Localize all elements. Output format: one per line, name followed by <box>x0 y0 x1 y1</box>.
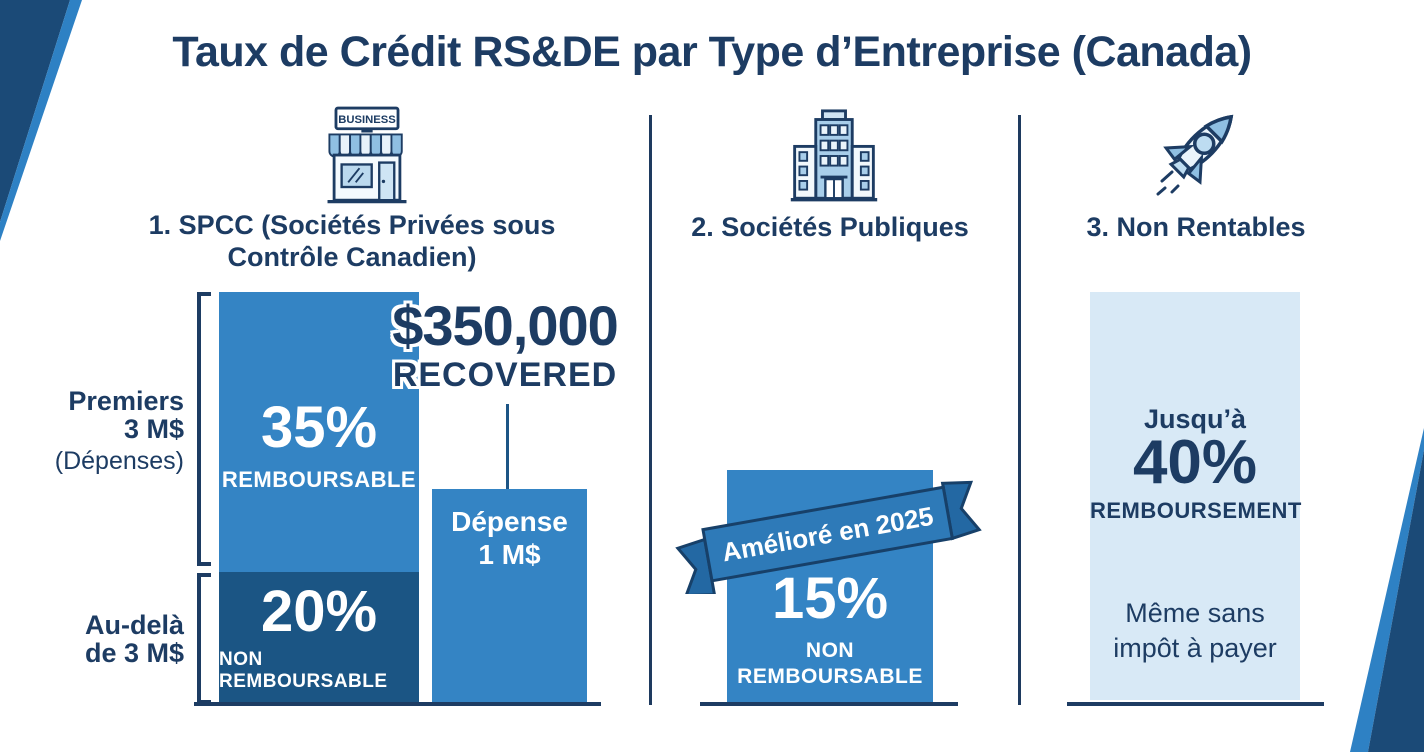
non-rentables-rate-40: 40% <box>1132 428 1258 497</box>
non-rentables-caption: REMBOURSEMENT <box>1090 498 1302 523</box>
rocket-icon <box>1156 114 1234 196</box>
ribbon-band <box>701 485 955 583</box>
axis-label-line: 3 M$ <box>123 413 184 444</box>
baseline-column1 <box>194 702 601 706</box>
storefront-sign-label: BUSINESS <box>338 114 396 126</box>
depense-bar: Dépense 1 M$ <box>432 489 587 703</box>
axis-bracket-top <box>197 292 211 566</box>
column1-heading: 1. SPCC (Sociétés Privées sous Contrôle … <box>122 210 582 274</box>
axis-label-line: Au-delà <box>84 610 184 640</box>
depense-bar-label: Dépense 1 M$ <box>432 489 587 571</box>
spcc-rate-35: 35% <box>260 395 378 460</box>
column1-heading-line1: 1. SPCC (Sociétés Privées sous <box>148 210 556 240</box>
column-divider <box>1018 115 1021 705</box>
axis-label-line: Premiers <box>68 386 184 416</box>
non-rentables-panel: Jusqu’à 40% REMBOURSEMENT Même sans impô… <box>1090 292 1302 700</box>
recovered-amount: $350,000 <box>392 294 619 357</box>
column3-heading: 3. Non Rentables <box>1086 212 1306 242</box>
storefront-icon: BUSINESS <box>327 106 407 204</box>
axis-label-line: de 3 M$ <box>84 637 184 668</box>
axis-label-premiers-3m: Premiers 3 M$ (Dépenses) <box>36 386 184 476</box>
non-rentables-note: Même sans impôt à payer <box>1090 596 1300 666</box>
non-rentables-note-line1: Même sans <box>1125 598 1265 628</box>
ribbon-left-tail <box>675 537 717 594</box>
non-rentables-intro: Jusqu’à <box>1143 404 1247 434</box>
non-rentables-note-line2: impôt à payer <box>1113 633 1277 664</box>
recovered-caption: RECOVERED <box>392 356 618 394</box>
publiques-caption-line2: REMBOURSABLE <box>737 665 923 689</box>
axis-label-au-dela-3m: Au-delà de 3 M$ <box>36 610 184 668</box>
column1-heading-line2: Contrôle Canadien) <box>227 241 477 272</box>
baseline-column2 <box>700 702 958 706</box>
column-divider <box>649 115 652 705</box>
callout-leader-line <box>506 404 509 490</box>
ribbon-right-tail <box>940 480 982 541</box>
spcc-bar-segment-20: 20% NON REMBOURSABLE <box>219 572 419 703</box>
axis-bracket-bottom <box>197 573 211 704</box>
office-building-icon <box>790 109 878 202</box>
corner-bottom-right-dark-triangle <box>1368 450 1424 752</box>
corner-bottom-right-light-stripe <box>1350 428 1424 752</box>
publiques-rate-15: 15% <box>771 566 889 631</box>
publiques-caption-line1: NON <box>805 639 855 662</box>
publiques-rate-caption: NON REMBOURSABLE <box>700 638 960 691</box>
corner-top-left-light-stripe <box>0 0 82 241</box>
depense-label-line1: Dépense <box>451 506 568 537</box>
spcc-rate-20: 20% <box>260 578 378 644</box>
spcc-bar-segment-35: 35% REMBOURSABLE <box>219 292 419 572</box>
spcc-stacked-bar: 35% REMBOURSABLE 20% NON REMBOURSABLE <box>219 292 419 703</box>
column2-heading: 2. Sociétés Publiques <box>691 212 969 242</box>
spcc-rate-35-caption: REMBOURSABLE <box>221 467 417 492</box>
depense-label-line2: 1 M$ <box>478 539 541 571</box>
page-title: Taux de Crédit RS&DE par Type d’Entrepri… <box>172 28 1252 76</box>
axis-label-line: (Dépenses) <box>54 447 184 476</box>
spcc-rate-20-caption: NON REMBOURSABLE <box>219 648 388 692</box>
baseline-column3 <box>1067 702 1324 706</box>
ribbon-ameliore-2025: Amélioré en 2025 <box>675 480 982 594</box>
recovered-callout: $350,000 RECOVERED <box>360 294 650 394</box>
